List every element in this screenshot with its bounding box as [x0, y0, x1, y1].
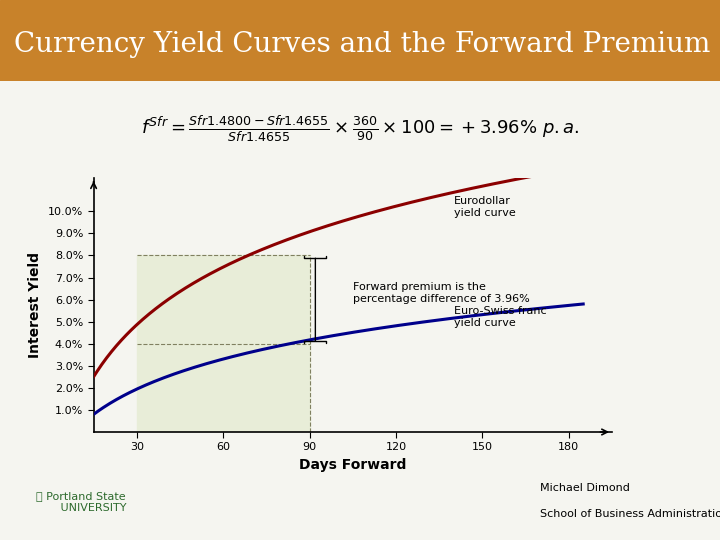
Text: Currency Yield Curves and the Forward Premium: Currency Yield Curves and the Forward Pr… — [14, 31, 711, 58]
Text: Eurodollar
yield curve: Eurodollar yield curve — [454, 196, 516, 218]
Y-axis label: Interest Yield: Interest Yield — [28, 252, 42, 358]
Text: Michael Dimond: Michael Dimond — [540, 483, 630, 493]
Text: Forward premium is the
percentage difference of 3.96%: Forward premium is the percentage differ… — [353, 282, 529, 304]
Text: $f^{Sfr} = \frac{Sfr1.4800 - Sfr1.4655}{Sfr1.4655} \times \frac{360}{90} \times : $f^{Sfr} = \frac{Sfr1.4800 - Sfr1.4655}{… — [140, 115, 580, 144]
X-axis label: Days Forward: Days Forward — [299, 458, 407, 472]
Polygon shape — [137, 255, 310, 432]
Text: 🌿 Portland State
       UNIVERSITY: 🌿 Portland State UNIVERSITY — [36, 491, 127, 513]
Text: School of Business Administration: School of Business Administration — [540, 509, 720, 519]
Text: Euro-Swiss franc
yield curve: Euro-Swiss franc yield curve — [454, 306, 546, 328]
